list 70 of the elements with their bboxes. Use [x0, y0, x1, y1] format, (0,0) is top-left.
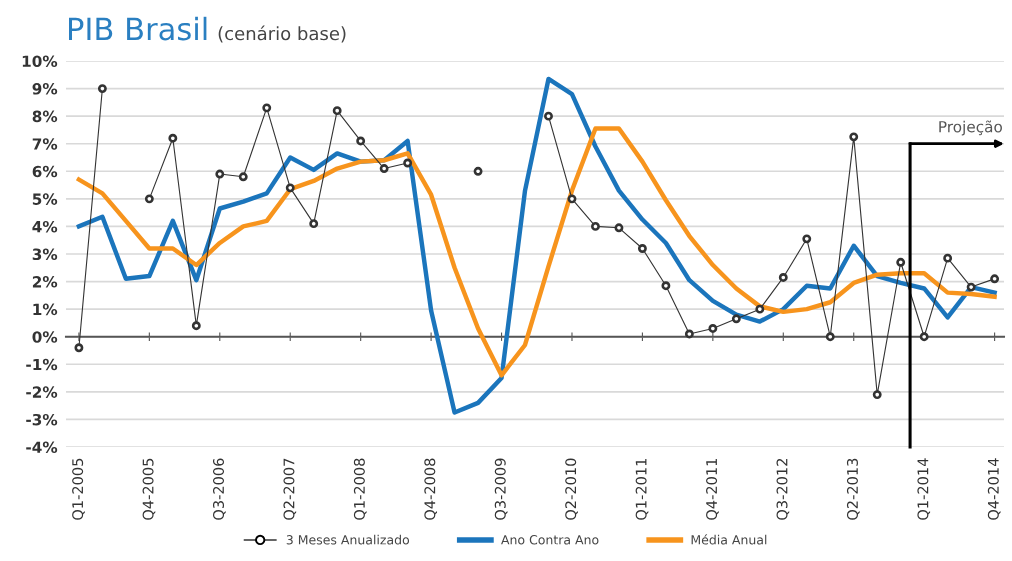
- point: [97, 84, 107, 94]
- point: [144, 194, 154, 204]
- y-tick-label: 9%: [32, 83, 58, 95]
- x-tick-label: Q4-2008: [424, 458, 438, 520]
- point: [731, 314, 741, 324]
- y-tick-label: 10%: [22, 55, 58, 68]
- point: [872, 390, 882, 400]
- point: [168, 133, 178, 143]
- point: [262, 103, 272, 113]
- y-tick-label: 0%: [32, 331, 58, 343]
- y-tick-label: 7%: [32, 138, 58, 150]
- point: [567, 194, 577, 204]
- y-tick-label: 1%: [33, 303, 58, 316]
- point: [990, 274, 1000, 284]
- point: [755, 304, 765, 314]
- x-tick-label: Q3-2006: [212, 458, 226, 520]
- point: [684, 329, 694, 339]
- legend-label: 3 Meses Anualizado: [286, 534, 410, 545]
- point: [332, 106, 342, 116]
- point: [802, 234, 812, 244]
- point: [285, 183, 295, 193]
- x-tick-label: Q4-2011: [706, 458, 719, 520]
- point: [215, 169, 225, 179]
- x-tick-label: Q2-2013: [846, 458, 860, 520]
- point: [919, 332, 929, 342]
- x-tick-label: Q4-2005: [142, 458, 156, 520]
- legend-label: Ano Contra Ano: [501, 535, 599, 545]
- point: [74, 343, 84, 353]
- x-tick-label: Q2-2010: [565, 458, 578, 520]
- x-tick-label: Q1-2011: [635, 458, 649, 520]
- y-tick-label: 3%: [32, 248, 58, 261]
- point: [614, 223, 624, 233]
- chart-title: PIB Brasil: [69, 16, 207, 41]
- chart-subtitle: (cenário base): [218, 25, 346, 43]
- point: [661, 281, 671, 291]
- point: [238, 172, 248, 182]
- point: [356, 136, 366, 146]
- point: [708, 324, 718, 333]
- y-tick-label: 4%: [32, 220, 58, 233]
- point: [943, 253, 953, 263]
- y-tick-label: 5%: [32, 193, 58, 205]
- y-tick-label: -3%: [26, 413, 58, 426]
- x-tick-label: Q1-2008: [353, 458, 367, 520]
- point: [403, 158, 413, 168]
- point: [966, 282, 976, 292]
- y-tick-label: -2%: [26, 386, 58, 398]
- point: [896, 257, 906, 267]
- y-tick-label: 2%: [32, 276, 58, 288]
- point: [544, 111, 553, 121]
- x-tick-label: Q3-2012: [776, 459, 790, 520]
- point: [825, 332, 835, 342]
- x-tick-label: Q1-2014: [917, 458, 931, 520]
- point: [473, 166, 483, 176]
- point: [637, 244, 647, 253]
- x-tick-label: Q2-2007: [283, 458, 297, 520]
- point: [849, 132, 859, 142]
- point: [778, 272, 788, 282]
- x-tick-label: Q3-2009: [494, 458, 508, 520]
- point: [591, 221, 600, 231]
- annotation: Projeção: [939, 120, 1002, 136]
- point: [379, 164, 389, 173]
- x-tick-label: Q1-2005: [72, 458, 85, 520]
- y-tick-label: 8%: [32, 110, 58, 123]
- legend-label: Média Anual: [691, 534, 767, 545]
- y-tick-label: -4%: [26, 441, 58, 454]
- y-tick-label: -1%: [26, 358, 58, 371]
- y-tick-label: 6%: [32, 165, 58, 178]
- point: [191, 321, 201, 331]
- point: [309, 219, 319, 229]
- x-tick-label: Q4-2014: [987, 458, 1001, 520]
